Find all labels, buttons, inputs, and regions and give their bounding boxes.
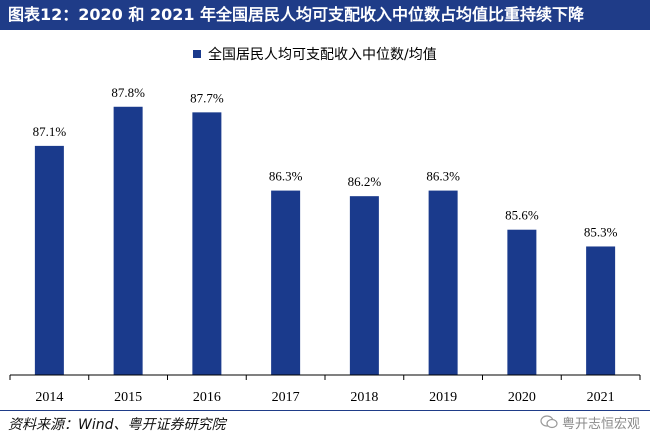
x-tick-label-2017: 2017 bbox=[272, 390, 300, 405]
value-label-2017: 86.3% bbox=[269, 169, 303, 184]
value-label-2019: 86.3% bbox=[426, 169, 460, 184]
wechat-icon bbox=[540, 415, 558, 429]
x-tick-label-2016: 2016 bbox=[193, 390, 221, 405]
x-tick-label-2020: 2020 bbox=[508, 390, 536, 405]
bar-2014 bbox=[34, 145, 64, 375]
value-label-2014: 87.1% bbox=[33, 124, 67, 139]
source-note: 资料来源：Wind、粤开证券研究院 bbox=[8, 417, 226, 433]
value-label-2021: 85.3% bbox=[584, 224, 618, 239]
bar-chart: 全国居民人均可支配收入中位数/均值 87.1% 2014 87.8% 2015 87.7%… bbox=[9, 46, 641, 405]
bar-2016 bbox=[192, 112, 222, 376]
x-tick-label-2019: 2019 bbox=[429, 390, 457, 405]
legend-label: 全国居民人均可支配收入中位数/均值 bbox=[208, 46, 437, 63]
watermark-text: 粤开志恒宏观 bbox=[561, 416, 640, 432]
bar-2021 bbox=[586, 246, 616, 375]
value-label-2016: 87.7% bbox=[190, 90, 224, 105]
bar-2020 bbox=[507, 229, 537, 375]
value-label-2018: 86.2% bbox=[348, 174, 382, 189]
x-tick-label-2015: 2015 bbox=[114, 390, 142, 405]
value-label-2020: 85.6% bbox=[505, 208, 539, 223]
watermark: 粤开志恒宏观 bbox=[540, 410, 640, 434]
bar-2017 bbox=[271, 190, 301, 375]
legend-swatch bbox=[193, 50, 201, 58]
source-divider bbox=[0, 410, 650, 411]
bar-2015 bbox=[113, 106, 143, 375]
value-label-2015: 87.8% bbox=[111, 85, 145, 100]
bar-2018 bbox=[349, 196, 379, 375]
x-tick-label-2014: 2014 bbox=[35, 390, 63, 405]
chart-title: 图表12：2020 和 2021 年全国居民人均可支配收入中位数占均值比重持续下… bbox=[0, 0, 650, 30]
bar-2019 bbox=[428, 190, 458, 375]
chart-area: 全国居民人均可支配收入中位数/均值 87.1% 2014 87.8% 2015 87.7%… bbox=[0, 30, 650, 410]
x-tick-label-2021: 2021 bbox=[587, 390, 615, 405]
x-tick-label-2018: 2018 bbox=[350, 390, 378, 405]
